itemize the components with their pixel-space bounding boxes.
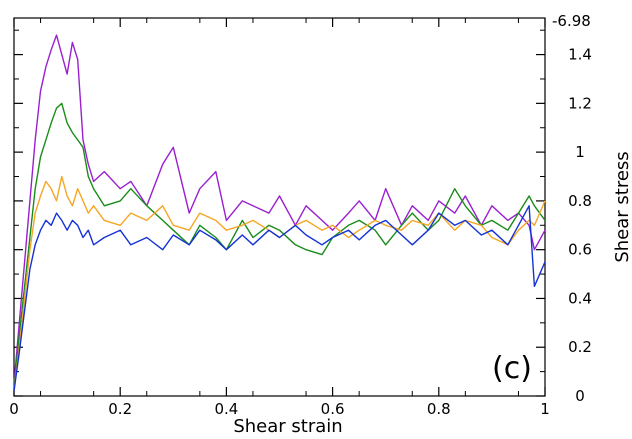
x-tick-label-3: 0.6 (321, 400, 345, 418)
y-tick-label-2: 0.4 (568, 289, 592, 307)
x-tick-label-2: 0.4 (214, 400, 238, 418)
plot-frame (13, 17, 546, 397)
y-tick-label-3: 0.6 (568, 241, 592, 259)
series-line-0 (13, 34, 546, 384)
x-tick-labels: 0 0.2 0.4 0.6 0.8 1 (9, 400, 550, 418)
y-tick-label-5: 1 (575, 143, 585, 161)
y-tick-labels: 0 0.2 0.4 0.6 0.8 1 1.2 1.4 (568, 46, 592, 405)
y-tick-label-4: 0.8 (568, 192, 592, 210)
y-top-label: -6.98 (552, 12, 591, 30)
y-axis-label: Shear stress (612, 151, 632, 262)
y-tick-label-7: 1.4 (568, 46, 592, 64)
y-tick-label-6: 1.2 (568, 94, 592, 112)
x-tick-label-1: 0.2 (108, 400, 132, 418)
panel-label: (c) (492, 351, 532, 386)
y-tick-label-0: 0 (575, 387, 585, 405)
series-line-3 (13, 205, 546, 392)
x-axis-label: Shear strain (233, 416, 342, 437)
series-group (13, 34, 546, 392)
x-tick-label-4: 0.8 (427, 400, 451, 418)
x-tick-label-0: 0 (9, 400, 19, 418)
series-line-2 (13, 175, 546, 392)
x-tick-label-5: 1 (540, 400, 550, 418)
y-tick-label-1: 0.2 (568, 338, 592, 356)
